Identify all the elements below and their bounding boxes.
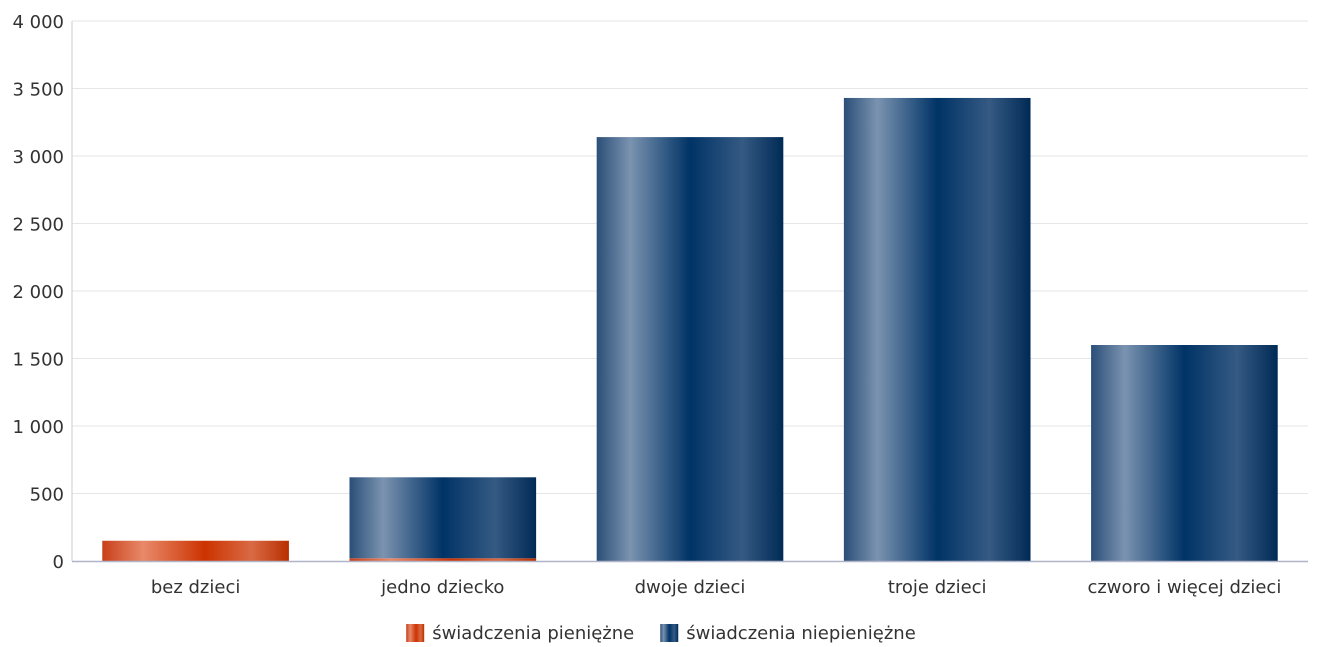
legend-swatch-0[interactable] (406, 624, 425, 642)
x-tick-label: jedno dziecko (380, 577, 504, 598)
axis-labels: 0 500 1 000 1 500 2 000 2 500 3 000 3 500 4 000 b… (12, 12, 1281, 598)
y-tick-label: 500 (30, 485, 64, 506)
legend-label-1[interactable]: świadczenia niepieniężne (686, 623, 916, 644)
y-tick-label: 2 000 (12, 282, 64, 303)
axes (71, 21, 1308, 563)
legend-swatch-1[interactable] (660, 624, 679, 642)
y-tick-label: 1 500 (12, 350, 64, 371)
bars (102, 97, 1278, 561)
bar-1-series-1[interactable] (349, 477, 537, 559)
bar-1-series-0[interactable] (349, 558, 537, 561)
legend: świadczenia pieniężne świadczenia niepien… (406, 623, 916, 644)
bar-4-series-1[interactable] (1091, 345, 1278, 561)
y-tick-label: 3 000 (12, 147, 64, 168)
x-tick-label: bez dzieci (151, 577, 241, 598)
y-tick-label: 0 (53, 552, 64, 573)
bar-2-series-1[interactable] (596, 137, 784, 561)
x-tick-label: dwoje dzieci (635, 577, 746, 598)
y-tick-label: 1 000 (12, 417, 64, 438)
y-tick-label: 4 000 (12, 12, 64, 33)
y-tick-label: 3 500 (12, 80, 64, 101)
x-tick-label: czworo i więcej dzieci (1087, 577, 1281, 598)
legend-label-0[interactable]: świadczenia pieniężne (432, 623, 634, 644)
bar-3-series-1[interactable] (843, 97, 1031, 561)
x-tick-label: troje dzieci (888, 577, 987, 598)
y-tick-label: 2 500 (12, 215, 64, 236)
bar-0-series-0[interactable] (102, 540, 289, 561)
